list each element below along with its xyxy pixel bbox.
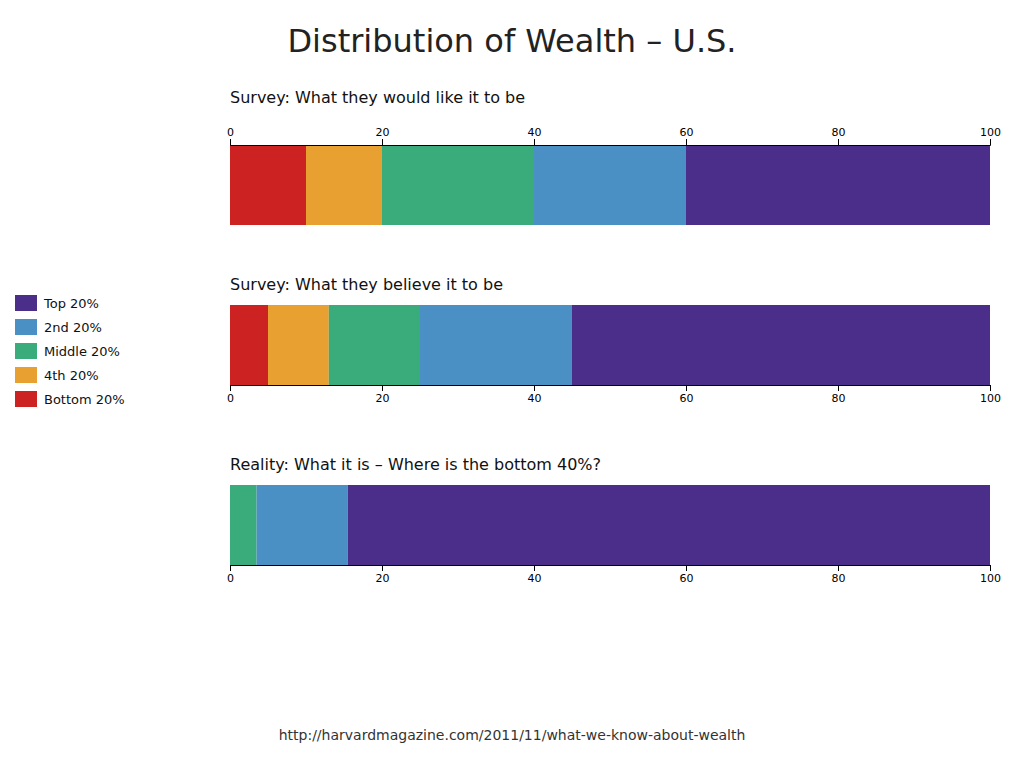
legend-swatch bbox=[15, 295, 37, 311]
tick-mark bbox=[230, 385, 231, 391]
tick-mark bbox=[838, 385, 839, 391]
bar-segment bbox=[257, 485, 348, 565]
tick: 100 bbox=[980, 126, 1001, 145]
tick-label: 20 bbox=[376, 392, 390, 405]
axis-domain bbox=[231, 139, 991, 146]
tick-mark bbox=[534, 139, 535, 145]
category-label: Survey: What they would like it to be bbox=[230, 88, 525, 107]
bar-segment bbox=[420, 305, 572, 385]
bars bbox=[230, 305, 990, 385]
tick-mark bbox=[990, 139, 991, 145]
tick: 20 bbox=[376, 565, 390, 585]
legend-label: Top 20% bbox=[43, 296, 99, 311]
bar-segment bbox=[329, 305, 420, 385]
panel: Reality: What it is – Where is the botto… bbox=[227, 455, 1001, 585]
tick-label: 40 bbox=[528, 392, 542, 405]
tick-mark bbox=[230, 565, 231, 571]
tick-mark bbox=[686, 139, 687, 145]
legend-swatch bbox=[15, 391, 37, 407]
tick-label: 80 bbox=[832, 392, 846, 405]
tick: 40 bbox=[528, 126, 542, 145]
tick-label: 0 bbox=[227, 126, 234, 139]
tick: 0 bbox=[227, 385, 234, 405]
x-axis: 0 20 40 60 80 100 bbox=[227, 385, 1001, 405]
tick-mark bbox=[686, 565, 687, 571]
tick-label: 0 bbox=[227, 572, 234, 585]
title: Distribution of Wealth – U.S. bbox=[287, 22, 736, 60]
tick-mark bbox=[990, 565, 991, 571]
panel: Survey: What they would like it to be 0 20… bbox=[227, 88, 1001, 225]
bar-segment bbox=[268, 305, 329, 385]
tick-mark bbox=[230, 139, 231, 145]
bar-segment bbox=[686, 145, 990, 225]
chart: Distribution of Wealth – U.S. http://harv… bbox=[0, 0, 1024, 768]
tick-mark bbox=[382, 385, 383, 391]
tick-label: 40 bbox=[528, 126, 542, 139]
tick-label: 80 bbox=[832, 126, 846, 139]
annotation: http://harvardmagazine.com/2011/11/what-… bbox=[279, 727, 746, 743]
tick-label: 100 bbox=[980, 126, 1001, 139]
legend: Top 20% 2nd 20% Middle 20% 4th 20% Bottom 20… bbox=[15, 295, 125, 407]
legend-swatch bbox=[15, 343, 37, 359]
bar-segment bbox=[230, 145, 306, 225]
tick-mark bbox=[382, 139, 383, 145]
tick-mark bbox=[838, 139, 839, 145]
bar-segment bbox=[230, 305, 268, 385]
tick-mark bbox=[686, 385, 687, 391]
bar-segment bbox=[230, 485, 257, 565]
tick: 80 bbox=[832, 126, 846, 145]
tick-mark bbox=[534, 565, 535, 571]
tick: 100 bbox=[980, 385, 1001, 405]
tick-label: 60 bbox=[680, 126, 694, 139]
tick: 40 bbox=[528, 565, 542, 585]
tick: 80 bbox=[832, 565, 846, 585]
bar-segment bbox=[534, 145, 686, 225]
tick: 80 bbox=[832, 385, 846, 405]
legend-swatch bbox=[15, 367, 37, 383]
tick-label: 40 bbox=[528, 572, 542, 585]
tick: 60 bbox=[680, 565, 694, 585]
tick: 20 bbox=[376, 385, 390, 405]
bars bbox=[230, 145, 990, 225]
tick: 100 bbox=[980, 565, 1001, 585]
legend-label: Bottom 20% bbox=[44, 392, 125, 407]
x-axis: 0 20 40 60 80 100 bbox=[227, 126, 1001, 146]
category-label: Survey: What they believe it to be bbox=[230, 275, 503, 294]
bar-segment bbox=[306, 145, 382, 225]
tick-mark bbox=[838, 565, 839, 571]
tick-label: 60 bbox=[680, 392, 694, 405]
axis-domain bbox=[231, 386, 991, 392]
tick-label: 100 bbox=[980, 392, 1001, 405]
tick-label: 20 bbox=[376, 572, 390, 585]
legend-label: 2nd 20% bbox=[44, 320, 102, 335]
tick: 40 bbox=[528, 385, 542, 405]
tick-label: 60 bbox=[680, 572, 694, 585]
bar-segment bbox=[348, 485, 990, 565]
tick-mark bbox=[990, 385, 991, 391]
x-axis: 0 20 40 60 80 100 bbox=[227, 565, 1001, 585]
tick-label: 0 bbox=[227, 392, 234, 405]
category-label: Reality: What it is – Where is the botto… bbox=[230, 455, 601, 474]
tick-mark bbox=[382, 565, 383, 571]
tick: 20 bbox=[376, 126, 390, 145]
tick: 0 bbox=[227, 565, 234, 585]
legend-label: Middle 20% bbox=[44, 344, 120, 359]
legend-swatch bbox=[15, 319, 37, 335]
bar-segment bbox=[572, 305, 990, 385]
legend-label: 4th 20% bbox=[44, 368, 99, 383]
bar-segment bbox=[382, 145, 534, 225]
tick-label: 80 bbox=[832, 572, 846, 585]
tick: 0 bbox=[227, 126, 234, 145]
tick-label: 100 bbox=[980, 572, 1001, 585]
tick: 60 bbox=[680, 126, 694, 145]
axis-domain bbox=[231, 566, 991, 572]
tick-label: 20 bbox=[376, 126, 390, 139]
panel: Survey: What they believe it to be 0 20 40 6… bbox=[227, 275, 1001, 405]
tick-mark bbox=[534, 385, 535, 391]
tick: 60 bbox=[680, 385, 694, 405]
bars bbox=[230, 485, 990, 565]
